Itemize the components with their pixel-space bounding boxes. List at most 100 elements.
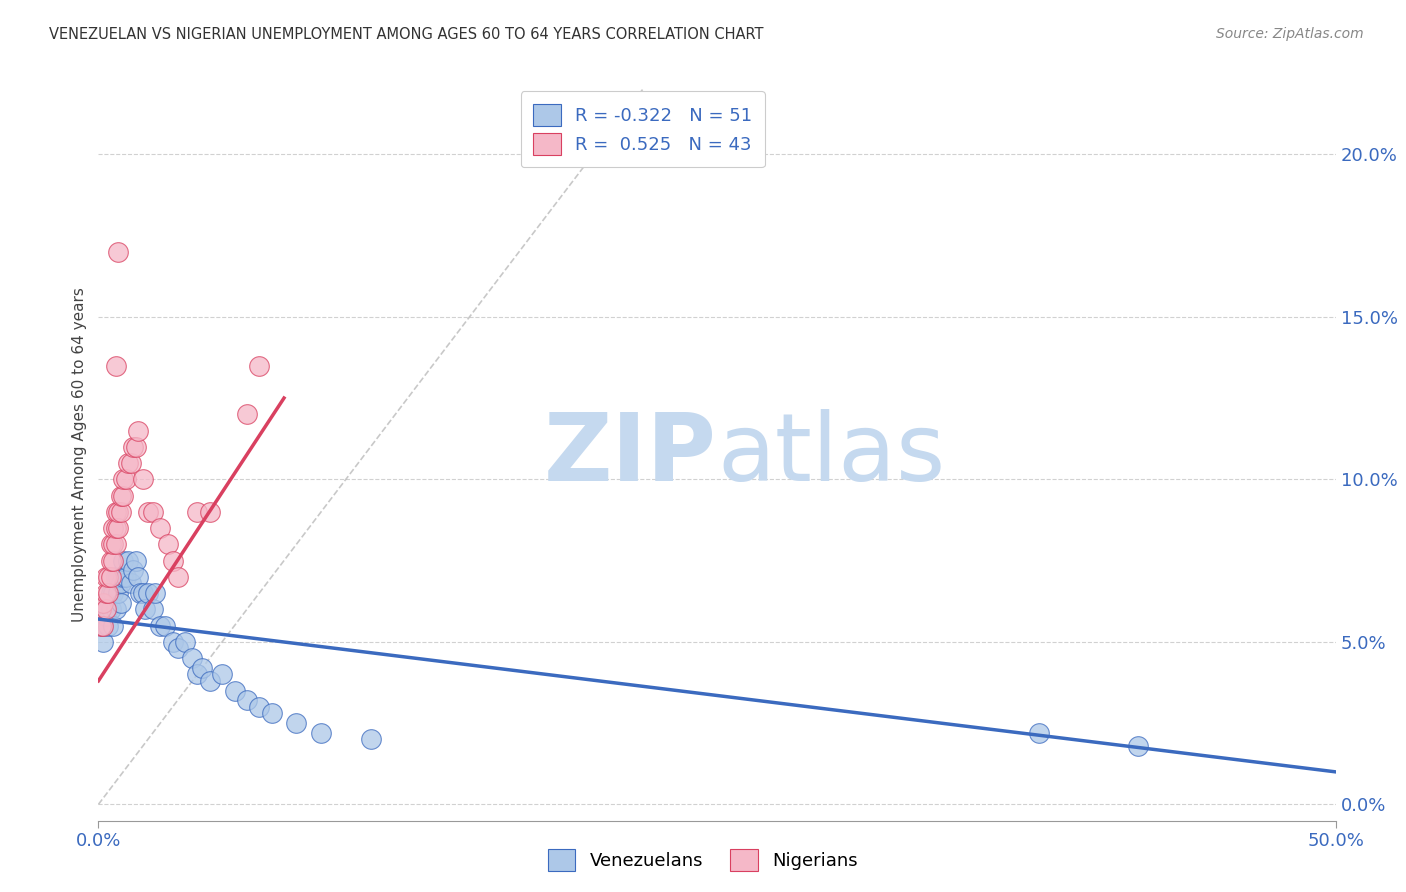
Point: [94, 570, 117, 584]
Point: [132, 472, 155, 486]
Point: [103, 521, 125, 535]
Point: [112, 553, 135, 567]
Point: [198, 673, 221, 688]
Point: [129, 586, 152, 600]
Point: [110, 596, 132, 610]
Point: [110, 576, 132, 591]
Point: [1126, 739, 1149, 753]
Point: [162, 635, 184, 649]
Point: [117, 553, 139, 567]
Point: [127, 424, 149, 438]
Point: [103, 537, 125, 551]
Point: [247, 699, 270, 714]
Point: [112, 489, 135, 503]
Point: [93, 635, 115, 649]
Point: [124, 553, 146, 567]
Point: [309, 726, 332, 740]
Point: [107, 505, 129, 519]
Point: [166, 641, 188, 656]
Point: [104, 570, 127, 584]
Text: atlas: atlas: [717, 409, 945, 501]
Point: [143, 586, 166, 600]
Point: [1028, 726, 1050, 740]
Point: [142, 602, 165, 616]
Point: [94, 586, 117, 600]
Point: [94, 596, 117, 610]
Point: [110, 489, 132, 503]
Point: [90, 602, 112, 616]
Point: [136, 586, 159, 600]
Point: [107, 586, 129, 600]
Point: [107, 244, 129, 259]
Point: [90, 602, 112, 616]
Point: [100, 602, 122, 616]
Point: [260, 706, 283, 721]
Point: [104, 505, 127, 519]
Point: [114, 472, 136, 486]
Point: [93, 596, 115, 610]
Point: [136, 505, 159, 519]
Point: [155, 618, 177, 632]
Point: [174, 635, 197, 649]
Legend: Venezuelans, Nigerians: Venezuelans, Nigerians: [541, 842, 865, 879]
Point: [247, 359, 270, 373]
Point: [236, 407, 259, 421]
Point: [104, 602, 127, 616]
Point: [97, 570, 120, 584]
Point: [100, 570, 122, 584]
Point: [122, 563, 145, 577]
Point: [236, 693, 259, 707]
Point: [100, 553, 122, 567]
Point: [90, 618, 112, 632]
Point: [120, 456, 142, 470]
Point: [120, 576, 142, 591]
Point: [149, 521, 172, 535]
Point: [94, 602, 117, 616]
Legend: R = -0.322   N = 51, R =  0.525   N = 43: R = -0.322 N = 51, R = 0.525 N = 43: [520, 91, 765, 168]
Point: [156, 537, 179, 551]
Point: [112, 472, 135, 486]
Point: [103, 553, 125, 567]
Point: [285, 716, 308, 731]
Text: VENEZUELAN VS NIGERIAN UNEMPLOYMENT AMONG AGES 60 TO 64 YEARS CORRELATION CHART: VENEZUELAN VS NIGERIAN UNEMPLOYMENT AMON…: [49, 27, 763, 42]
Text: Source: ZipAtlas.com: Source: ZipAtlas.com: [1216, 27, 1364, 41]
Point: [104, 537, 127, 551]
Point: [100, 537, 122, 551]
Point: [191, 661, 214, 675]
Point: [93, 618, 115, 632]
Point: [134, 602, 156, 616]
Point: [211, 667, 233, 681]
Point: [360, 732, 382, 747]
Point: [162, 553, 184, 567]
Point: [94, 608, 117, 623]
Point: [90, 618, 112, 632]
Point: [103, 586, 125, 600]
Point: [107, 521, 129, 535]
Point: [104, 521, 127, 535]
Point: [186, 505, 208, 519]
Point: [122, 440, 145, 454]
Point: [181, 651, 204, 665]
Point: [97, 586, 120, 600]
Point: [149, 618, 172, 632]
Point: [132, 586, 155, 600]
Point: [93, 618, 115, 632]
Point: [103, 618, 125, 632]
Point: [107, 570, 129, 584]
Point: [112, 570, 135, 584]
Point: [124, 440, 146, 454]
Point: [198, 505, 221, 519]
Point: [142, 505, 165, 519]
Text: ZIP: ZIP: [544, 409, 717, 501]
Point: [186, 667, 208, 681]
Point: [100, 586, 122, 600]
Point: [114, 570, 136, 584]
Point: [117, 456, 139, 470]
Point: [97, 618, 120, 632]
Y-axis label: Unemployment Among Ages 60 to 64 years: Unemployment Among Ages 60 to 64 years: [72, 287, 87, 623]
Point: [166, 570, 188, 584]
Point: [224, 683, 246, 698]
Point: [127, 570, 149, 584]
Point: [104, 359, 127, 373]
Point: [97, 602, 120, 616]
